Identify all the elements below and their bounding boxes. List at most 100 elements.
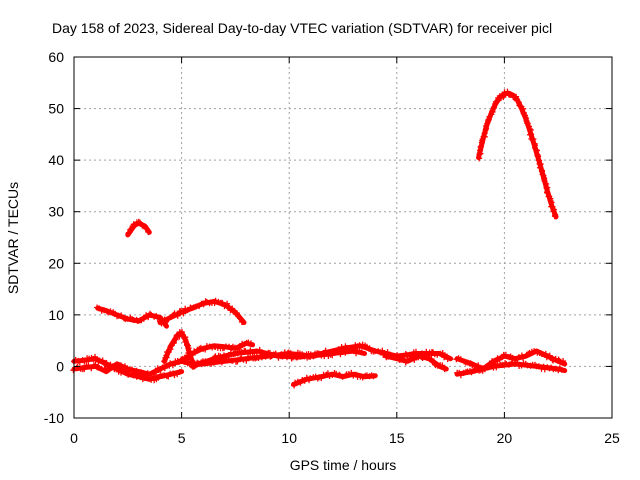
data-point <box>529 137 536 143</box>
series-arc-7 <box>178 339 256 364</box>
data-point <box>101 307 108 314</box>
data-point <box>74 364 81 370</box>
data-point <box>185 354 192 361</box>
data-point <box>202 346 209 353</box>
data-point <box>551 213 558 220</box>
x-tick-label: 25 <box>604 430 620 446</box>
data-point <box>171 310 178 317</box>
data-point <box>291 382 298 389</box>
data-point <box>423 348 430 355</box>
data-point <box>153 369 159 376</box>
data-point <box>218 359 225 366</box>
y-tick-label: -10 <box>44 410 64 426</box>
data-point <box>530 136 537 142</box>
data-point <box>172 336 179 343</box>
series-arc-10 <box>383 352 449 373</box>
data-point <box>468 369 475 376</box>
data-point <box>92 353 98 360</box>
y-tick-label: 0 <box>56 358 64 374</box>
data-point <box>296 353 303 360</box>
data-point <box>358 349 365 356</box>
data-point <box>229 357 236 364</box>
data-point <box>211 354 218 361</box>
data-point <box>107 308 114 315</box>
data-point <box>238 319 245 325</box>
x-tick-label: 10 <box>281 430 297 446</box>
data-point <box>502 360 509 367</box>
data-point <box>118 312 125 319</box>
data-point <box>202 298 209 305</box>
data-point <box>441 366 448 373</box>
data-point <box>493 364 500 371</box>
data-point <box>560 358 567 364</box>
data-point <box>225 303 231 310</box>
data-point <box>546 352 553 359</box>
data-point <box>125 371 132 378</box>
series-arc-12 <box>454 359 568 379</box>
data-point <box>531 348 538 355</box>
data-point <box>544 190 551 196</box>
data-point <box>286 352 293 359</box>
data-point <box>434 351 441 358</box>
x-tick-label: 15 <box>389 430 405 446</box>
data-point <box>154 365 161 372</box>
data-point <box>428 356 435 362</box>
series-arc-13 <box>476 88 559 220</box>
data-point <box>318 375 325 382</box>
data-point <box>502 351 509 358</box>
data-point <box>411 356 418 363</box>
data-point <box>439 362 446 369</box>
data-point <box>248 340 254 347</box>
data-point <box>336 371 343 378</box>
data-point <box>326 373 333 379</box>
data-point <box>120 315 127 322</box>
y-tick-label: 60 <box>48 49 64 65</box>
x-tick-label: 5 <box>178 430 186 446</box>
data-point <box>258 349 265 356</box>
data-point <box>147 310 153 317</box>
x-tick-label: 0 <box>70 430 78 446</box>
data-point <box>524 120 531 127</box>
data-point <box>190 363 197 370</box>
data-point <box>245 350 251 357</box>
data-point <box>457 356 464 363</box>
data-point <box>180 310 187 317</box>
data-point <box>550 206 557 213</box>
data-point <box>477 143 484 150</box>
data-point <box>490 104 497 111</box>
data-point <box>350 345 357 352</box>
data-point <box>307 354 314 360</box>
data-point <box>481 130 488 137</box>
data-point <box>526 126 533 132</box>
data-point <box>203 299 210 305</box>
data-point <box>504 88 511 95</box>
data-point <box>513 93 520 100</box>
data-point <box>73 364 80 371</box>
data-point <box>176 369 183 375</box>
data-point <box>161 358 168 365</box>
data-point <box>337 351 344 358</box>
data-point <box>233 310 240 317</box>
data-point <box>292 379 299 386</box>
data-point <box>506 354 513 361</box>
y-tick-label: 10 <box>48 307 64 323</box>
data-point <box>206 359 213 365</box>
data-point <box>135 218 142 225</box>
data-point <box>494 97 501 104</box>
data-point <box>288 355 295 362</box>
data-point <box>158 320 165 327</box>
data-point <box>103 360 110 366</box>
data-point <box>212 297 219 304</box>
data-point <box>494 361 501 367</box>
data-point <box>389 352 395 359</box>
data-point <box>307 375 314 382</box>
chart-title: Day 158 of 2023, Sidereal Day-to-day VTE… <box>52 20 552 36</box>
data-point <box>174 312 181 319</box>
data-point <box>240 356 247 363</box>
data-point <box>393 354 400 361</box>
data-point <box>219 299 226 306</box>
data-point <box>130 372 137 379</box>
data-point <box>191 348 198 355</box>
data-point <box>255 355 262 361</box>
